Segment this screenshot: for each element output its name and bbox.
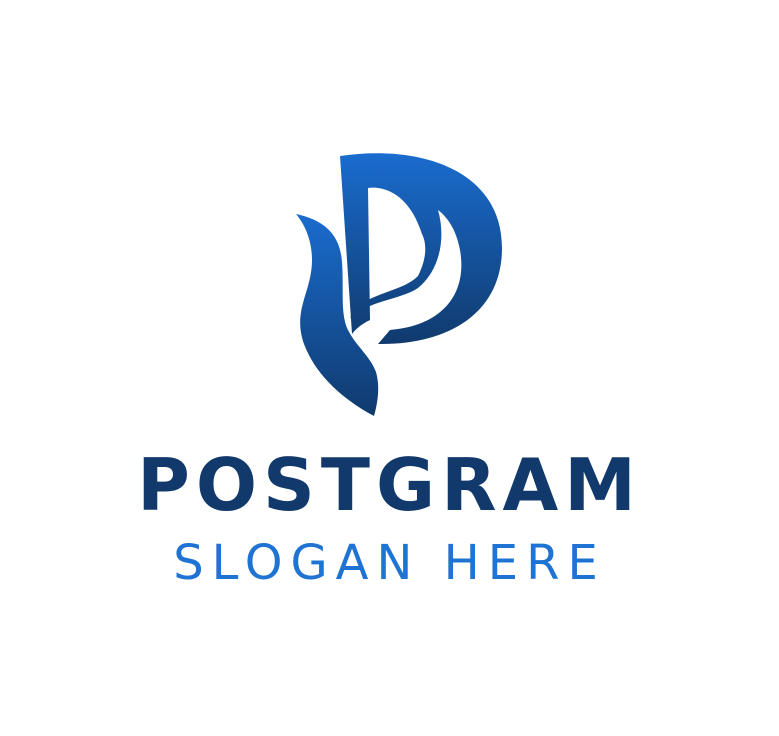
p-bowl-shape (340, 153, 502, 345)
stylized-letter-p-flame-icon (296, 153, 502, 416)
slogan: SLOGAN HERE (173, 535, 606, 591)
flame-tail-shape (296, 214, 379, 416)
brand-name: POSTGRAM (137, 443, 642, 527)
